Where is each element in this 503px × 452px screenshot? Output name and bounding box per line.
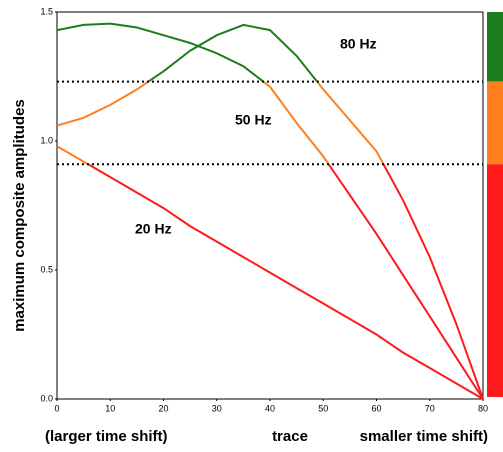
- color-bar-segment: [487, 81, 503, 165]
- x-tick-label: 80: [478, 403, 488, 413]
- x-tick-label: 30: [212, 403, 222, 413]
- y-axis-label: maximum composite amplitudes: [11, 99, 28, 332]
- x-tick-label: 40: [265, 403, 275, 413]
- curve-segment: [86, 164, 484, 400]
- x-tick-label: 60: [371, 403, 381, 413]
- x-tick-label: 0: [54, 403, 59, 413]
- color-bar-segment: [487, 12, 503, 82]
- y-tick-label: 0.0: [40, 393, 53, 403]
- color-bar-segment: [487, 164, 503, 397]
- y-tick-label: 0.5: [40, 264, 53, 274]
- curve-segment: [261, 81, 330, 165]
- plot-frame: [56, 11, 484, 400]
- curve-segment: [327, 164, 484, 400]
- curve-label: 20 Hz: [135, 221, 172, 237]
- x-tick-label: 50: [318, 403, 328, 413]
- y-tick-label: 1.0: [40, 135, 53, 145]
- x-axis-label: smaller time shift): [360, 428, 488, 445]
- curve-label: 80 Hz: [340, 36, 377, 52]
- curve-label: 50 Hz: [235, 112, 272, 128]
- curve-segment: [57, 81, 385, 165]
- y-tick-label: 1.5: [40, 6, 53, 16]
- x-tick-label: 20: [158, 403, 168, 413]
- curve-segment: [57, 22, 265, 82]
- x-axis-label: trace: [272, 428, 308, 445]
- x-tick-label: 10: [105, 403, 115, 413]
- x-tick-label: 70: [425, 403, 435, 413]
- curve-segment: [146, 23, 319, 82]
- curve-segment: [382, 164, 484, 400]
- x-axis-label: (larger time shift): [45, 428, 168, 445]
